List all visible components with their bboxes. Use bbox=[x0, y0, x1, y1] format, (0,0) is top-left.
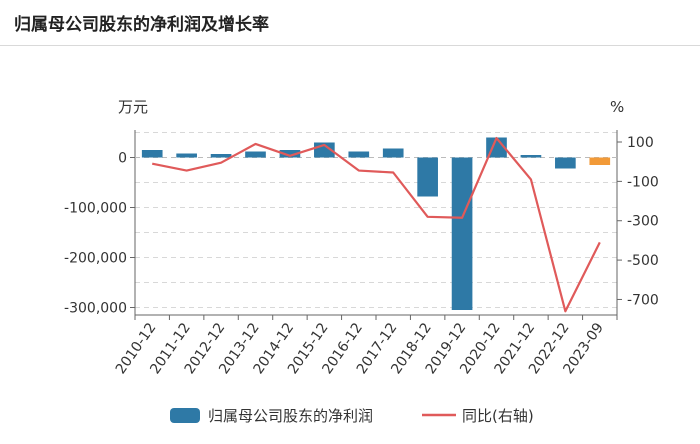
bar bbox=[210, 154, 232, 158]
bar bbox=[555, 157, 576, 169]
bar bbox=[382, 148, 404, 158]
bar-series bbox=[141, 137, 611, 310]
right-tick-label: -500 bbox=[627, 253, 659, 269]
left-tick-label: 0 bbox=[118, 151, 127, 167]
axes bbox=[130, 130, 622, 320]
right-axis-unit: % bbox=[610, 98, 624, 116]
bar bbox=[176, 153, 197, 158]
chart-title: 归属母公司股东的净利润及增长率 bbox=[14, 15, 269, 35]
bar bbox=[279, 150, 301, 158]
bar bbox=[245, 151, 266, 158]
right-tick-label: 100 bbox=[627, 135, 654, 151]
legend-swatch-bar bbox=[170, 408, 200, 423]
legend-label-line: 同比(右轴) bbox=[462, 407, 534, 425]
chart-header: 归属母公司股东的净利润及增长率 bbox=[0, 0, 700, 46]
right-tick-label: -100 bbox=[627, 174, 659, 190]
bar bbox=[417, 157, 438, 197]
bar bbox=[520, 155, 542, 158]
left-tick-label: -100,000 bbox=[64, 201, 127, 217]
line-series bbox=[151, 136, 601, 313]
legend-label-bar: 归属母公司股东的净利润 bbox=[208, 407, 373, 425]
right-tick-label: -700 bbox=[627, 292, 659, 308]
grid-lines bbox=[135, 132, 617, 308]
left-tick-label: -300,000 bbox=[64, 301, 127, 317]
bar bbox=[141, 150, 163, 158]
bar bbox=[348, 151, 370, 158]
bar bbox=[451, 157, 473, 310]
growth-line bbox=[151, 136, 601, 313]
right-tick-label: -300 bbox=[627, 214, 659, 230]
legend: 归属母公司股东的净利润 同比(右轴) bbox=[170, 407, 534, 425]
left-axis-unit: 万元 bbox=[118, 98, 148, 116]
left-tick-label: -200,000 bbox=[64, 251, 127, 267]
bar bbox=[589, 157, 611, 165]
